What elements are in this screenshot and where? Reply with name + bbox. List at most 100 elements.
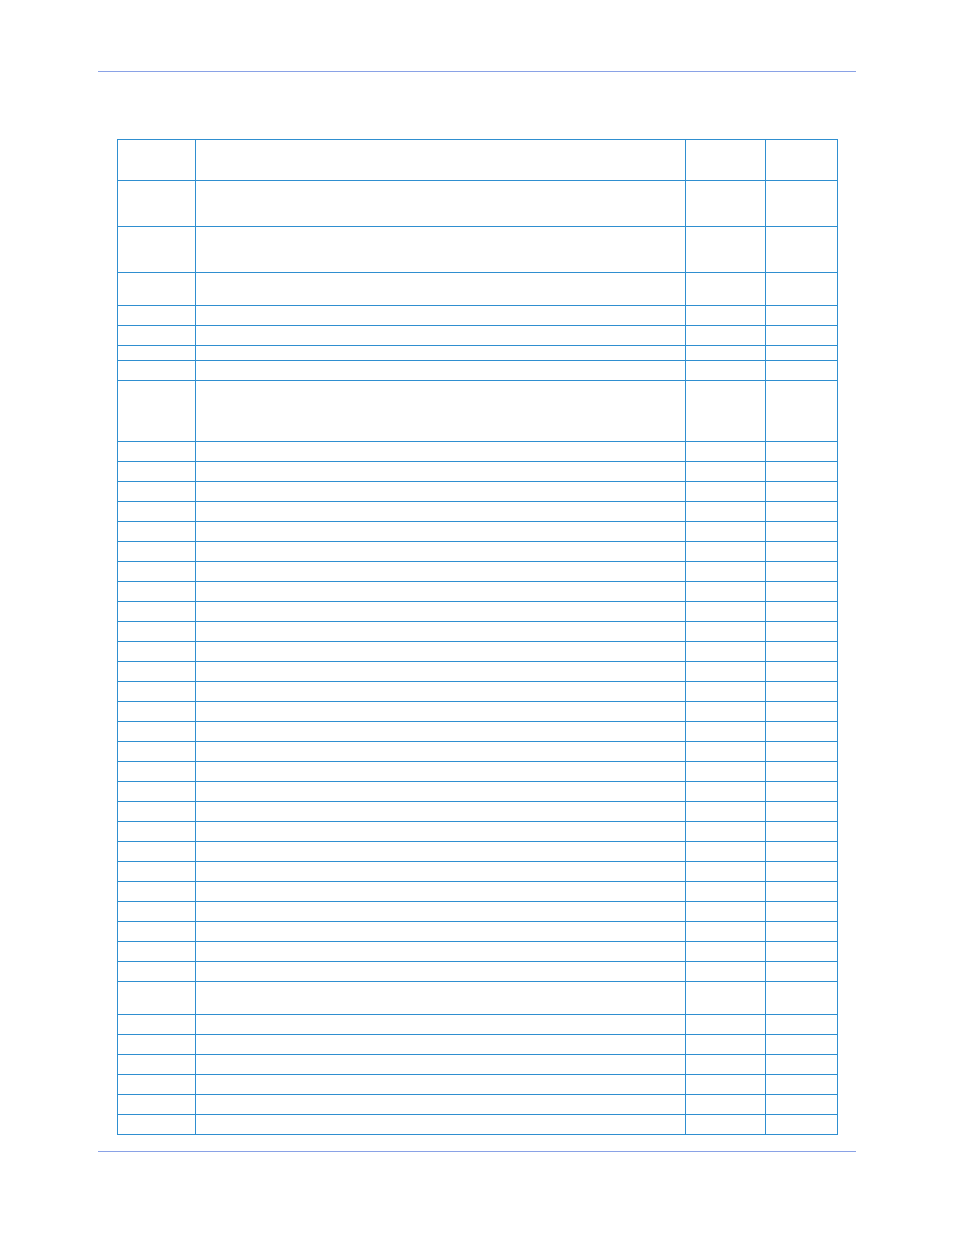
table-cell xyxy=(196,562,686,582)
table-row xyxy=(118,882,838,902)
table-cell xyxy=(686,682,766,702)
table-cell xyxy=(766,662,838,682)
table-cell xyxy=(686,982,766,1015)
table-row xyxy=(118,642,838,662)
table-cell xyxy=(766,922,838,942)
table-cell xyxy=(196,346,686,361)
table-cell xyxy=(196,662,686,682)
table-row xyxy=(118,862,838,882)
table-row xyxy=(118,702,838,722)
table-cell xyxy=(766,602,838,622)
table-cell xyxy=(118,522,196,542)
table-row xyxy=(118,1075,838,1095)
table-cell xyxy=(766,762,838,782)
table-cell xyxy=(118,882,196,902)
table-cell xyxy=(766,140,838,181)
table-cell xyxy=(196,140,686,181)
table-cell xyxy=(686,1055,766,1075)
table-cell xyxy=(118,227,196,273)
table-cell xyxy=(196,502,686,522)
table-cell xyxy=(118,1075,196,1095)
table-cell xyxy=(118,642,196,662)
table-row xyxy=(118,962,838,982)
table-row xyxy=(118,326,838,346)
table-row xyxy=(118,1115,838,1135)
table-cell xyxy=(196,962,686,982)
table-cell xyxy=(766,722,838,742)
table-cell xyxy=(686,1035,766,1055)
table-cell xyxy=(766,782,838,802)
table-cell xyxy=(686,273,766,306)
table-row xyxy=(118,361,838,381)
table-cell xyxy=(118,682,196,702)
table-cell xyxy=(766,622,838,642)
table-cell xyxy=(766,227,838,273)
table-cell xyxy=(196,381,686,442)
table-cell xyxy=(196,862,686,882)
table-row xyxy=(118,346,838,361)
table-cell xyxy=(196,882,686,902)
table-cell xyxy=(766,306,838,326)
table-cell xyxy=(686,502,766,522)
table-row xyxy=(118,542,838,562)
page xyxy=(0,0,954,1235)
table-cell xyxy=(766,482,838,502)
table-cell xyxy=(766,862,838,882)
table-cell xyxy=(196,642,686,662)
table-cell xyxy=(118,842,196,862)
table-row xyxy=(118,1095,838,1115)
table-cell xyxy=(196,722,686,742)
table-cell xyxy=(686,361,766,381)
table-cell xyxy=(118,982,196,1015)
table-cell xyxy=(766,381,838,442)
table-cell xyxy=(118,942,196,962)
table-row xyxy=(118,902,838,922)
table-cell xyxy=(118,346,196,361)
table-cell xyxy=(766,802,838,822)
table-cell xyxy=(196,702,686,722)
table-cell xyxy=(766,181,838,227)
table-row xyxy=(118,782,838,802)
table-cell xyxy=(196,602,686,622)
table-cell xyxy=(686,522,766,542)
table-cell xyxy=(686,922,766,942)
table-cell xyxy=(766,982,838,1015)
table-row xyxy=(118,462,838,482)
footer-rule xyxy=(98,1151,856,1152)
table-row xyxy=(118,742,838,762)
table-row xyxy=(118,922,838,942)
table-row xyxy=(118,942,838,962)
table-cell xyxy=(766,502,838,522)
table-cell xyxy=(766,822,838,842)
table-cell xyxy=(196,802,686,822)
table-cell xyxy=(196,942,686,962)
table-cell xyxy=(686,842,766,862)
table-cell xyxy=(686,542,766,562)
table-cell xyxy=(118,326,196,346)
table-cell xyxy=(196,227,686,273)
table-cell xyxy=(686,442,766,462)
table-row xyxy=(118,522,838,542)
table-cell xyxy=(118,482,196,502)
table-cell xyxy=(196,361,686,381)
table-cell xyxy=(766,1095,838,1115)
table-row xyxy=(118,822,838,842)
table-cell xyxy=(686,882,766,902)
table-row xyxy=(118,562,838,582)
table-cell xyxy=(686,326,766,346)
table-cell xyxy=(196,273,686,306)
table-cell xyxy=(118,862,196,882)
table-cell xyxy=(686,1015,766,1035)
table-cell xyxy=(766,1055,838,1075)
table-cell xyxy=(766,1075,838,1095)
table-cell xyxy=(766,582,838,602)
table-cell xyxy=(196,1055,686,1075)
table-cell xyxy=(686,140,766,181)
table-cell xyxy=(196,982,686,1015)
table-cell xyxy=(766,442,838,462)
table-cell xyxy=(766,942,838,962)
table-cell xyxy=(196,782,686,802)
table-cell xyxy=(196,306,686,326)
table-cell xyxy=(766,462,838,482)
table-cell xyxy=(196,462,686,482)
